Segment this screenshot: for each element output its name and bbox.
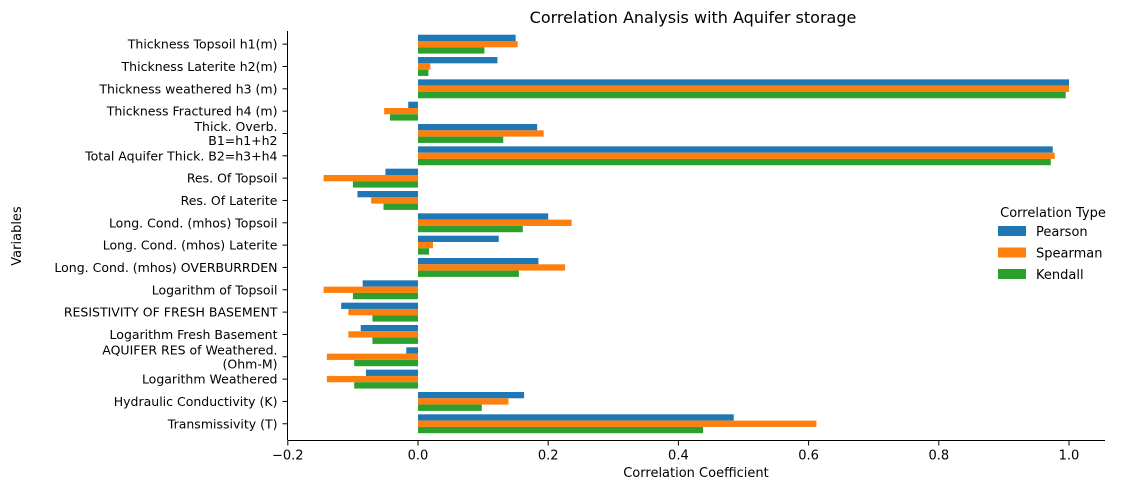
legend-swatch-pearson [998,226,1026,236]
bar-pearson-10 [418,258,539,265]
bar-pearson-1 [418,57,498,64]
bar-spearman-17 [418,420,817,427]
bar-kendall-1 [418,69,429,76]
bar-kendall-8 [418,225,523,233]
bar-spearman-1 [418,63,431,70]
bar-kendall-7 [383,203,418,210]
chart-title: Correlation Analysis with Aquifer storag… [530,8,857,27]
legend-swatch-kendall [998,269,1026,279]
bar-pearson-11 [362,280,418,287]
bar-kendall-12 [372,315,418,322]
bar-spearman-0 [418,41,518,48]
bar-pearson-9 [418,235,499,242]
x-tick-label: 0.8 [928,449,949,464]
y-tick-label: Long. Cond. (mhos) Laterite [103,238,278,253]
y-tick-label: Transmissivity (T) [167,416,278,431]
bar-spearman-8 [418,219,572,226]
bar-pearson-14 [406,347,418,354]
bar-kendall-2 [418,91,1066,99]
bar-spearman-16 [418,398,509,405]
bar-kendall-9 [418,248,430,255]
x-tick-label: 0.4 [668,449,689,464]
bar-pearson-12 [341,302,418,309]
bar-spearman-12 [348,308,418,316]
bar-kendall-15 [354,382,418,389]
bar-kendall-17 [418,426,704,434]
y-tick-label: Logarithm Weathered [142,372,278,387]
legend-label-pearson: Pearson [1036,225,1088,240]
legend-label-spearman: Spearman [1036,247,1102,262]
bar-pearson-17 [418,414,734,421]
bar-spearman-2 [418,85,1069,92]
bar-spearman-6 [323,174,418,182]
y-tick-label: Thickness Fractured h4 (m) [106,104,278,119]
x-tick-label: 0.6 [798,449,819,464]
bar-spearman-3 [384,107,418,115]
y-tick-label: Thickness weathered h3 (m) [98,81,277,96]
bar-pearson-4 [418,124,538,131]
legend: Correlation Type Pearson Spearman Kendall [998,206,1106,283]
bar-pearson-2 [418,79,1069,86]
legend-title: Correlation Type [1000,206,1106,221]
bar-kendall-14 [354,359,418,367]
bar-pearson-5 [418,146,1053,153]
y-ticks: Thickness Topsoil h1(m) Thickness Laterit… [54,37,288,431]
y-tick-label: Res. Of Laterite [181,193,278,208]
y-tick-label: AQUIFER RES of Weathered. [102,342,277,357]
bar-spearman-11 [323,286,418,293]
bar-pearson-6 [385,168,418,175]
y-axis-label: Variables [10,206,25,266]
bar-spearman-13 [348,331,418,338]
bar-pearson-0 [418,34,516,41]
y-tick-label: Logarithm Fresh Basement [110,327,278,342]
y-tick-label: Total Aquifer Thick. B2=h3+h4 [84,148,277,163]
bar-pearson-15 [365,369,418,376]
y-tick-label: B1=h1+h2 [208,133,277,148]
bar-pearson-16 [418,391,525,399]
x-ticks: −0.2 0.0 0.2 0.4 0.6 0.8 1.0 [272,440,1080,464]
x-tick-label: −0.2 [272,449,304,464]
bar-kendall-6 [352,181,418,188]
x-tick-label: 0.0 [408,449,429,464]
y-tick-label: Thick. Overb. [193,119,277,134]
bar-kendall-13 [372,337,418,344]
bar-kendall-3 [390,114,418,121]
bar-pearson-8 [418,213,549,220]
y-tick-label: (Ohm-M) [223,356,278,371]
plot-area [323,34,1069,434]
legend-label-kendall: Kendall [1036,268,1084,283]
y-tick-label: Thickness Laterite h2(m) [121,59,278,74]
y-tick-label: Long. Cond. (mhos) Topsoil [109,215,278,230]
x-axis-label: Correlation Coefficient [623,466,769,481]
bar-spearman-14 [326,353,418,360]
bar-kendall-11 [352,292,418,300]
bar-spearman-9 [418,241,433,249]
bar-kendall-4 [418,136,504,143]
bar-spearman-4 [418,130,544,137]
bar-pearson-13 [360,324,418,332]
bar-spearman-7 [371,197,418,204]
bar-kendall-5 [418,158,1051,166]
bar-pearson-3 [408,101,418,108]
y-tick-label: Res. Of Topsoil [187,171,278,186]
bar-kendall-16 [418,404,482,411]
y-tick-label: Logarithm of Topsoil [152,282,278,297]
bar-spearman-15 [326,375,418,383]
x-tick-label: 1.0 [1059,449,1080,464]
bar-spearman-10 [418,264,566,271]
bar-kendall-0 [418,47,485,54]
bar-pearson-7 [357,191,418,198]
y-tick-label: Hydraulic Conductivity (K) [114,394,278,409]
legend-swatch-spearman [998,247,1026,258]
y-tick-label: RESISTIVITY OF FRESH BASEMENT [64,305,278,320]
x-tick-label: 0.2 [538,449,559,464]
y-tick-label: Long. Cond. (mhos) OVERBURRDEN [54,260,277,275]
bar-spearman-5 [418,152,1055,159]
y-tick-label: Thickness Topsoil h1(m) [127,37,278,52]
bar-kendall-10 [418,270,519,277]
